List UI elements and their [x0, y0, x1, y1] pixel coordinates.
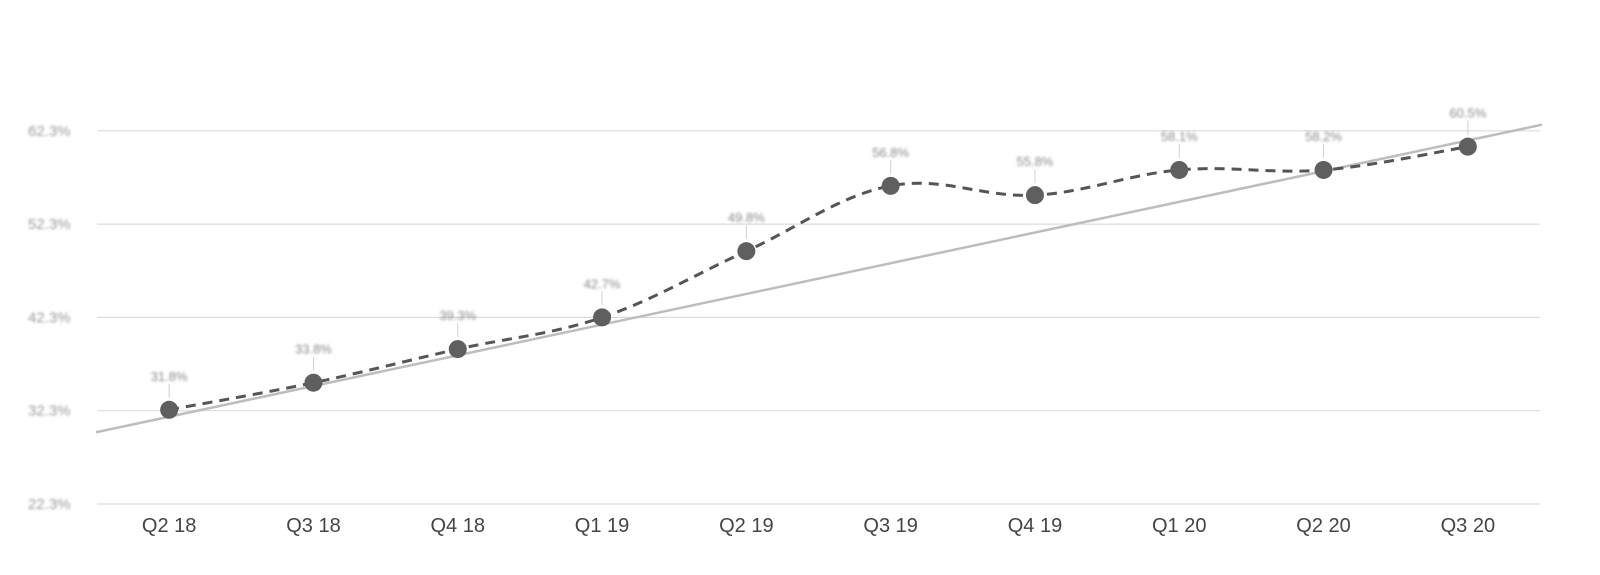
series-line — [168, 145, 1469, 412]
data-point — [881, 176, 900, 195]
x-tick-label: Q2 18 — [142, 515, 196, 537]
data-point — [1025, 186, 1044, 205]
y-axis-tick-labels: 22.3% 32.3% 42.3% 52.3% 62.3% — [28, 123, 71, 513]
data-point — [304, 373, 323, 392]
data-label: 49.8% — [728, 210, 765, 225]
data-point — [1314, 160, 1333, 179]
x-tick-label: Q3 20 — [1441, 515, 1495, 537]
data-point — [448, 340, 467, 359]
data-point — [1458, 137, 1477, 156]
x-axis-tick-labels: Q2 18 Q3 18 Q4 18 Q1 19 Q2 19 Q3 19 Q4 19 Q1 20… — [142, 515, 1495, 537]
x-tick-label: Q3 19 — [863, 515, 917, 537]
data-label: 31.8% — [151, 369, 188, 384]
data-label: 55.8% — [1017, 154, 1054, 169]
x-tick-label: Q4 19 — [1008, 515, 1062, 537]
y-tick-label: 62.3% — [28, 123, 71, 140]
x-tick-label: Q2 20 — [1296, 515, 1350, 537]
y-tick-label: 42.3% — [28, 309, 71, 326]
y-tick-label: 32.3% — [28, 403, 71, 420]
data-label: 33.8% — [295, 342, 332, 357]
data-label: 58.1% — [1161, 129, 1198, 144]
x-tick-label: Q1 20 — [1152, 515, 1206, 537]
x-tick-label: Q1 19 — [575, 515, 629, 537]
data-label: 58.2% — [1305, 129, 1342, 144]
y-tick-label: 22.3% — [28, 496, 71, 513]
data-point — [737, 242, 756, 261]
data-point — [1170, 160, 1189, 179]
data-label: 39.3% — [439, 308, 476, 323]
data-label: 60.5% — [1449, 106, 1486, 121]
data-point — [160, 400, 179, 419]
trendline — [95, 123, 1543, 434]
data-point — [593, 308, 612, 327]
x-tick-label: Q4 18 — [431, 515, 485, 537]
data-label: 56.8% — [872, 145, 909, 160]
x-tick-label: Q3 18 — [286, 515, 340, 537]
data-labels: 31.8% 33.8% 39.3% 42.7% 49.8% 56.8% 55.8% 58.1%… — [151, 106, 1487, 398]
data-label: 42.7% — [584, 276, 621, 291]
trendline-layer — [95, 123, 1543, 434]
gridlines — [97, 130, 1540, 505]
series-layer — [160, 137, 1477, 419]
x-tick-label: Q2 19 — [719, 515, 773, 537]
y-tick-label: 52.3% — [28, 216, 71, 233]
